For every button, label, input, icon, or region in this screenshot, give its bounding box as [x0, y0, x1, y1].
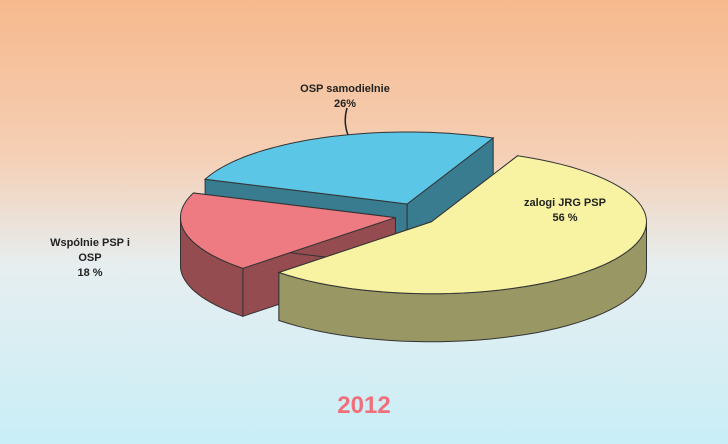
value-label: 18 %	[77, 267, 103, 279]
pie-slice	[203, 131, 495, 205]
category-label: zalogi JRG PSP	[524, 197, 606, 209]
slice-label: OSP samodielnie 26%	[300, 82, 390, 112]
pie-slice	[180, 192, 396, 269]
pie-slice	[277, 155, 648, 295]
slice-label: zalogi JRG PSP 56 %	[510, 196, 620, 226]
category-label: Wspólnie PSP i OSP	[50, 237, 130, 264]
chart-title: 2012	[337, 392, 391, 419]
value-label: 56 %	[552, 212, 578, 224]
category-label: OSP samodielnie	[300, 83, 390, 95]
value-label: 26%	[333, 98, 357, 110]
slice-label: Wspólnie PSP i OSP 18 %	[50, 236, 130, 281]
leader-line	[344, 107, 349, 136]
